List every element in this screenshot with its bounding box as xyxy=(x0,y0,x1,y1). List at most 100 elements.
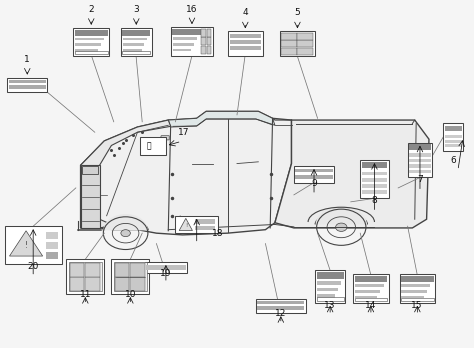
Circle shape xyxy=(121,230,130,237)
Text: 12: 12 xyxy=(275,309,286,318)
Bar xyxy=(280,31,315,56)
Text: 👍: 👍 xyxy=(146,141,151,150)
Bar xyxy=(445,144,462,147)
Bar xyxy=(443,123,463,151)
Bar xyxy=(298,40,313,47)
Polygon shape xyxy=(81,165,100,228)
Bar xyxy=(355,276,387,282)
Bar xyxy=(69,262,102,291)
Bar xyxy=(230,46,261,50)
Bar xyxy=(317,294,335,298)
Bar xyxy=(9,80,46,83)
Bar xyxy=(257,306,304,310)
Bar xyxy=(317,272,344,279)
Bar xyxy=(281,40,297,47)
Bar xyxy=(123,38,147,40)
Bar xyxy=(123,43,145,46)
Polygon shape xyxy=(275,120,429,228)
Bar xyxy=(409,144,431,150)
Text: 20: 20 xyxy=(27,262,39,271)
Bar xyxy=(73,28,109,56)
Bar xyxy=(75,49,98,52)
Bar xyxy=(400,274,435,303)
Bar xyxy=(445,126,462,132)
Wedge shape xyxy=(103,214,148,230)
Bar xyxy=(207,29,211,37)
Bar xyxy=(46,252,58,259)
Text: 19: 19 xyxy=(160,269,172,278)
Bar xyxy=(295,168,333,172)
Bar xyxy=(355,284,383,287)
Bar xyxy=(362,190,387,194)
Bar xyxy=(123,49,142,52)
Bar xyxy=(207,46,211,54)
Bar xyxy=(315,270,345,303)
Bar xyxy=(85,263,100,277)
Text: 3: 3 xyxy=(133,5,139,14)
Polygon shape xyxy=(81,120,171,228)
Bar xyxy=(172,29,201,35)
Wedge shape xyxy=(316,206,367,224)
Bar xyxy=(75,30,108,35)
Text: 6: 6 xyxy=(450,156,456,165)
Bar xyxy=(401,276,434,282)
Bar xyxy=(362,178,387,182)
Text: 1: 1 xyxy=(24,55,30,64)
Text: !: ! xyxy=(25,241,27,250)
Bar xyxy=(409,170,431,173)
Bar xyxy=(298,33,313,40)
Bar xyxy=(111,259,149,294)
Bar xyxy=(146,265,186,270)
Text: !: ! xyxy=(185,223,187,228)
Bar xyxy=(362,172,387,175)
Bar xyxy=(317,288,338,291)
Bar xyxy=(256,299,306,313)
Bar xyxy=(409,153,431,157)
Bar xyxy=(82,166,98,174)
Text: 5: 5 xyxy=(294,8,300,17)
Polygon shape xyxy=(160,136,169,140)
Text: 14: 14 xyxy=(365,301,376,310)
Bar xyxy=(46,242,58,249)
Bar xyxy=(173,49,191,52)
Bar xyxy=(401,284,430,287)
Polygon shape xyxy=(9,231,43,256)
Bar xyxy=(173,37,197,40)
Bar xyxy=(230,40,261,44)
Bar xyxy=(122,51,150,54)
Bar xyxy=(201,46,206,54)
Bar xyxy=(401,290,427,293)
Bar xyxy=(409,164,431,168)
Bar xyxy=(409,159,431,162)
Bar xyxy=(173,43,194,46)
Bar xyxy=(5,226,62,264)
Polygon shape xyxy=(168,111,275,127)
Bar xyxy=(207,37,211,46)
Bar xyxy=(122,30,150,35)
Bar xyxy=(195,219,215,223)
Bar xyxy=(121,28,152,56)
Bar xyxy=(281,48,297,55)
Bar xyxy=(46,232,58,239)
Polygon shape xyxy=(179,219,192,230)
Text: 9: 9 xyxy=(311,179,317,188)
Bar xyxy=(66,259,104,294)
Text: 15: 15 xyxy=(411,301,423,310)
Circle shape xyxy=(336,223,347,231)
Text: 7: 7 xyxy=(417,175,423,184)
Text: 18: 18 xyxy=(212,229,224,238)
Bar xyxy=(75,51,108,54)
Bar xyxy=(114,262,147,291)
Bar xyxy=(317,281,340,285)
Bar xyxy=(362,162,387,168)
Bar xyxy=(362,184,387,188)
Bar xyxy=(281,33,297,40)
Bar xyxy=(401,295,424,299)
Bar xyxy=(353,274,389,303)
Polygon shape xyxy=(81,111,292,235)
Text: 8: 8 xyxy=(372,196,377,205)
Bar xyxy=(294,166,334,183)
Bar xyxy=(401,298,434,301)
Text: 13: 13 xyxy=(324,301,336,310)
Text: 11: 11 xyxy=(80,290,91,299)
